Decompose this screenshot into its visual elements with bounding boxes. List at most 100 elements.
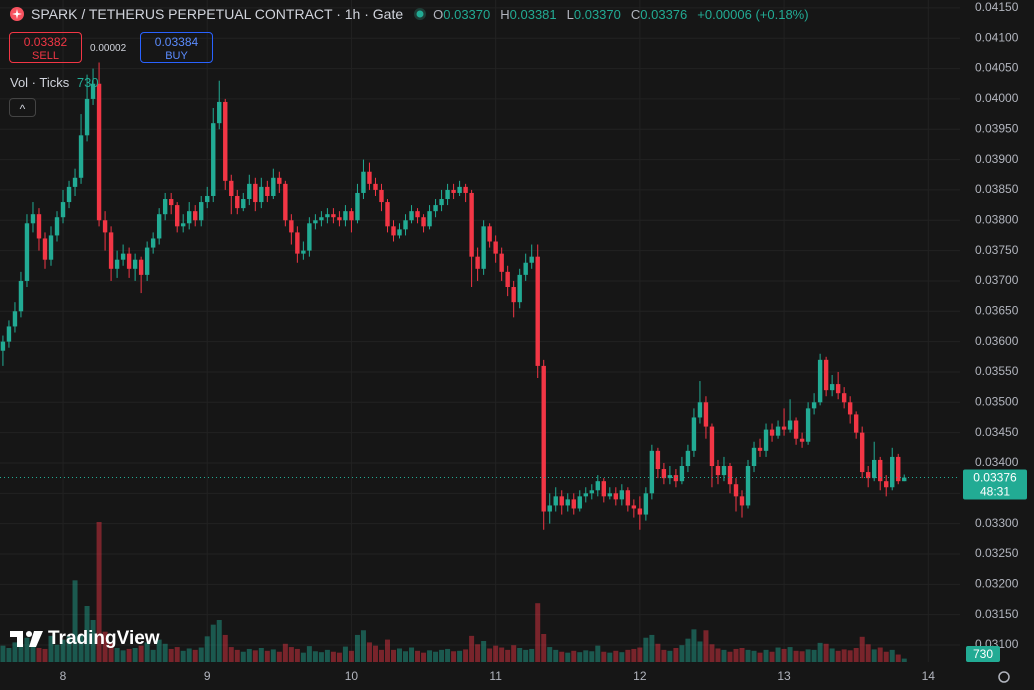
sell-button[interactable]: 0.03382 SELL (9, 32, 82, 63)
y-tick-label: 0.03400 (975, 455, 1019, 469)
volume-bar (559, 651, 565, 662)
candle-body (54, 217, 60, 236)
volume-bar (276, 651, 282, 662)
ohlc-value: 0.03381 (509, 7, 557, 22)
volume-bar (397, 648, 403, 662)
y-tick-label: 0.03500 (975, 394, 1019, 408)
volume-bar (535, 603, 541, 662)
volume-bar (42, 648, 48, 662)
candle-body (217, 101, 222, 124)
candle-body (403, 220, 408, 230)
volume-bar (0, 645, 6, 662)
candle-body (12, 311, 18, 327)
candle-body (421, 217, 426, 227)
collapse-button[interactable]: ^ (9, 98, 36, 117)
logo-icon (10, 631, 43, 647)
candle-body (433, 205, 438, 212)
candle-body (253, 183, 258, 203)
candle-body (138, 259, 144, 275)
volume-bar (589, 651, 595, 662)
volume-bar (156, 639, 162, 662)
volume-bar (733, 648, 739, 662)
volume-bar (703, 630, 709, 662)
candle-body (325, 214, 330, 218)
x-tick-label: 14 (922, 669, 936, 683)
volume-bar (198, 647, 204, 662)
candle-body (709, 426, 715, 467)
volume-bar (553, 649, 559, 662)
candle-body (685, 450, 691, 467)
y-tick-label: 0.03850 (975, 182, 1019, 196)
volume-bar (102, 631, 108, 662)
candle-body (90, 83, 96, 99)
candle-body (427, 211, 432, 227)
candle-body (373, 183, 378, 190)
candle-body (235, 195, 240, 209)
volume-bar (571, 650, 577, 662)
volume-bar (739, 648, 745, 662)
volume-bar (583, 650, 589, 662)
candle-body (487, 226, 492, 242)
change: +0.00006 (+0.18%) (697, 6, 809, 22)
candle-body (703, 402, 709, 427)
candle-body (18, 280, 24, 312)
volume-bar (48, 635, 54, 662)
volume-bar (685, 638, 691, 662)
candle-body (787, 420, 793, 430)
volume-bar (403, 651, 409, 662)
candle-body (763, 429, 769, 451)
countdown: 48:31 (980, 485, 1010, 499)
volume-bar (324, 649, 330, 662)
volume-title: Vol · Ticks (10, 75, 70, 90)
buy-button[interactable]: 0.03384 BUY (140, 32, 213, 63)
volume-bar (895, 654, 901, 662)
volume-bar (661, 649, 667, 662)
volume-bar (493, 645, 499, 662)
volume-bar (757, 652, 763, 662)
candle-body (301, 250, 306, 254)
volume-bar (270, 649, 276, 662)
volume-bar (18, 644, 24, 662)
x-tick-label: 11 (489, 669, 502, 683)
volume-bar (168, 648, 174, 662)
candle-body (150, 238, 156, 248)
volume-bar (252, 650, 258, 662)
y-tick-label: 0.03600 (975, 334, 1019, 348)
price-tag (963, 469, 1027, 500)
candle-body (553, 496, 558, 506)
candle-body (451, 189, 456, 193)
candle-body (547, 505, 552, 512)
y-tick-label: 0.03800 (975, 212, 1019, 226)
candle-body (523, 262, 528, 275)
volume-bar (769, 651, 775, 662)
candle-body (871, 459, 877, 479)
volume-bar (150, 649, 156, 662)
candle-body (793, 420, 799, 439)
volume-bar (487, 648, 493, 662)
volume-bar (312, 651, 318, 662)
volume-bar (258, 648, 264, 662)
candle-body (902, 477, 907, 482)
y-tick-label: 0.04000 (975, 91, 1019, 105)
candle-body (271, 177, 276, 196)
candle-body (565, 499, 570, 506)
volume-bar (282, 643, 288, 662)
y-tick-label: 0.03750 (975, 243, 1019, 257)
candle-body (319, 217, 324, 221)
candle-body (211, 123, 216, 196)
candle-body (439, 199, 444, 206)
candle-body (727, 466, 733, 485)
volume-bar (721, 649, 727, 662)
volume-bar (84, 606, 90, 662)
candle-body (721, 466, 727, 476)
volume-bar (132, 648, 138, 662)
candle-body (511, 287, 516, 303)
volume-bar (577, 652, 583, 662)
candle-body (865, 472, 871, 479)
volume-bar (6, 648, 12, 662)
y-tick-label: 0.03950 (975, 121, 1019, 135)
candle-body (48, 235, 54, 260)
volume-bar (601, 651, 607, 662)
candle-body (475, 256, 480, 269)
volume-bar (871, 649, 877, 662)
